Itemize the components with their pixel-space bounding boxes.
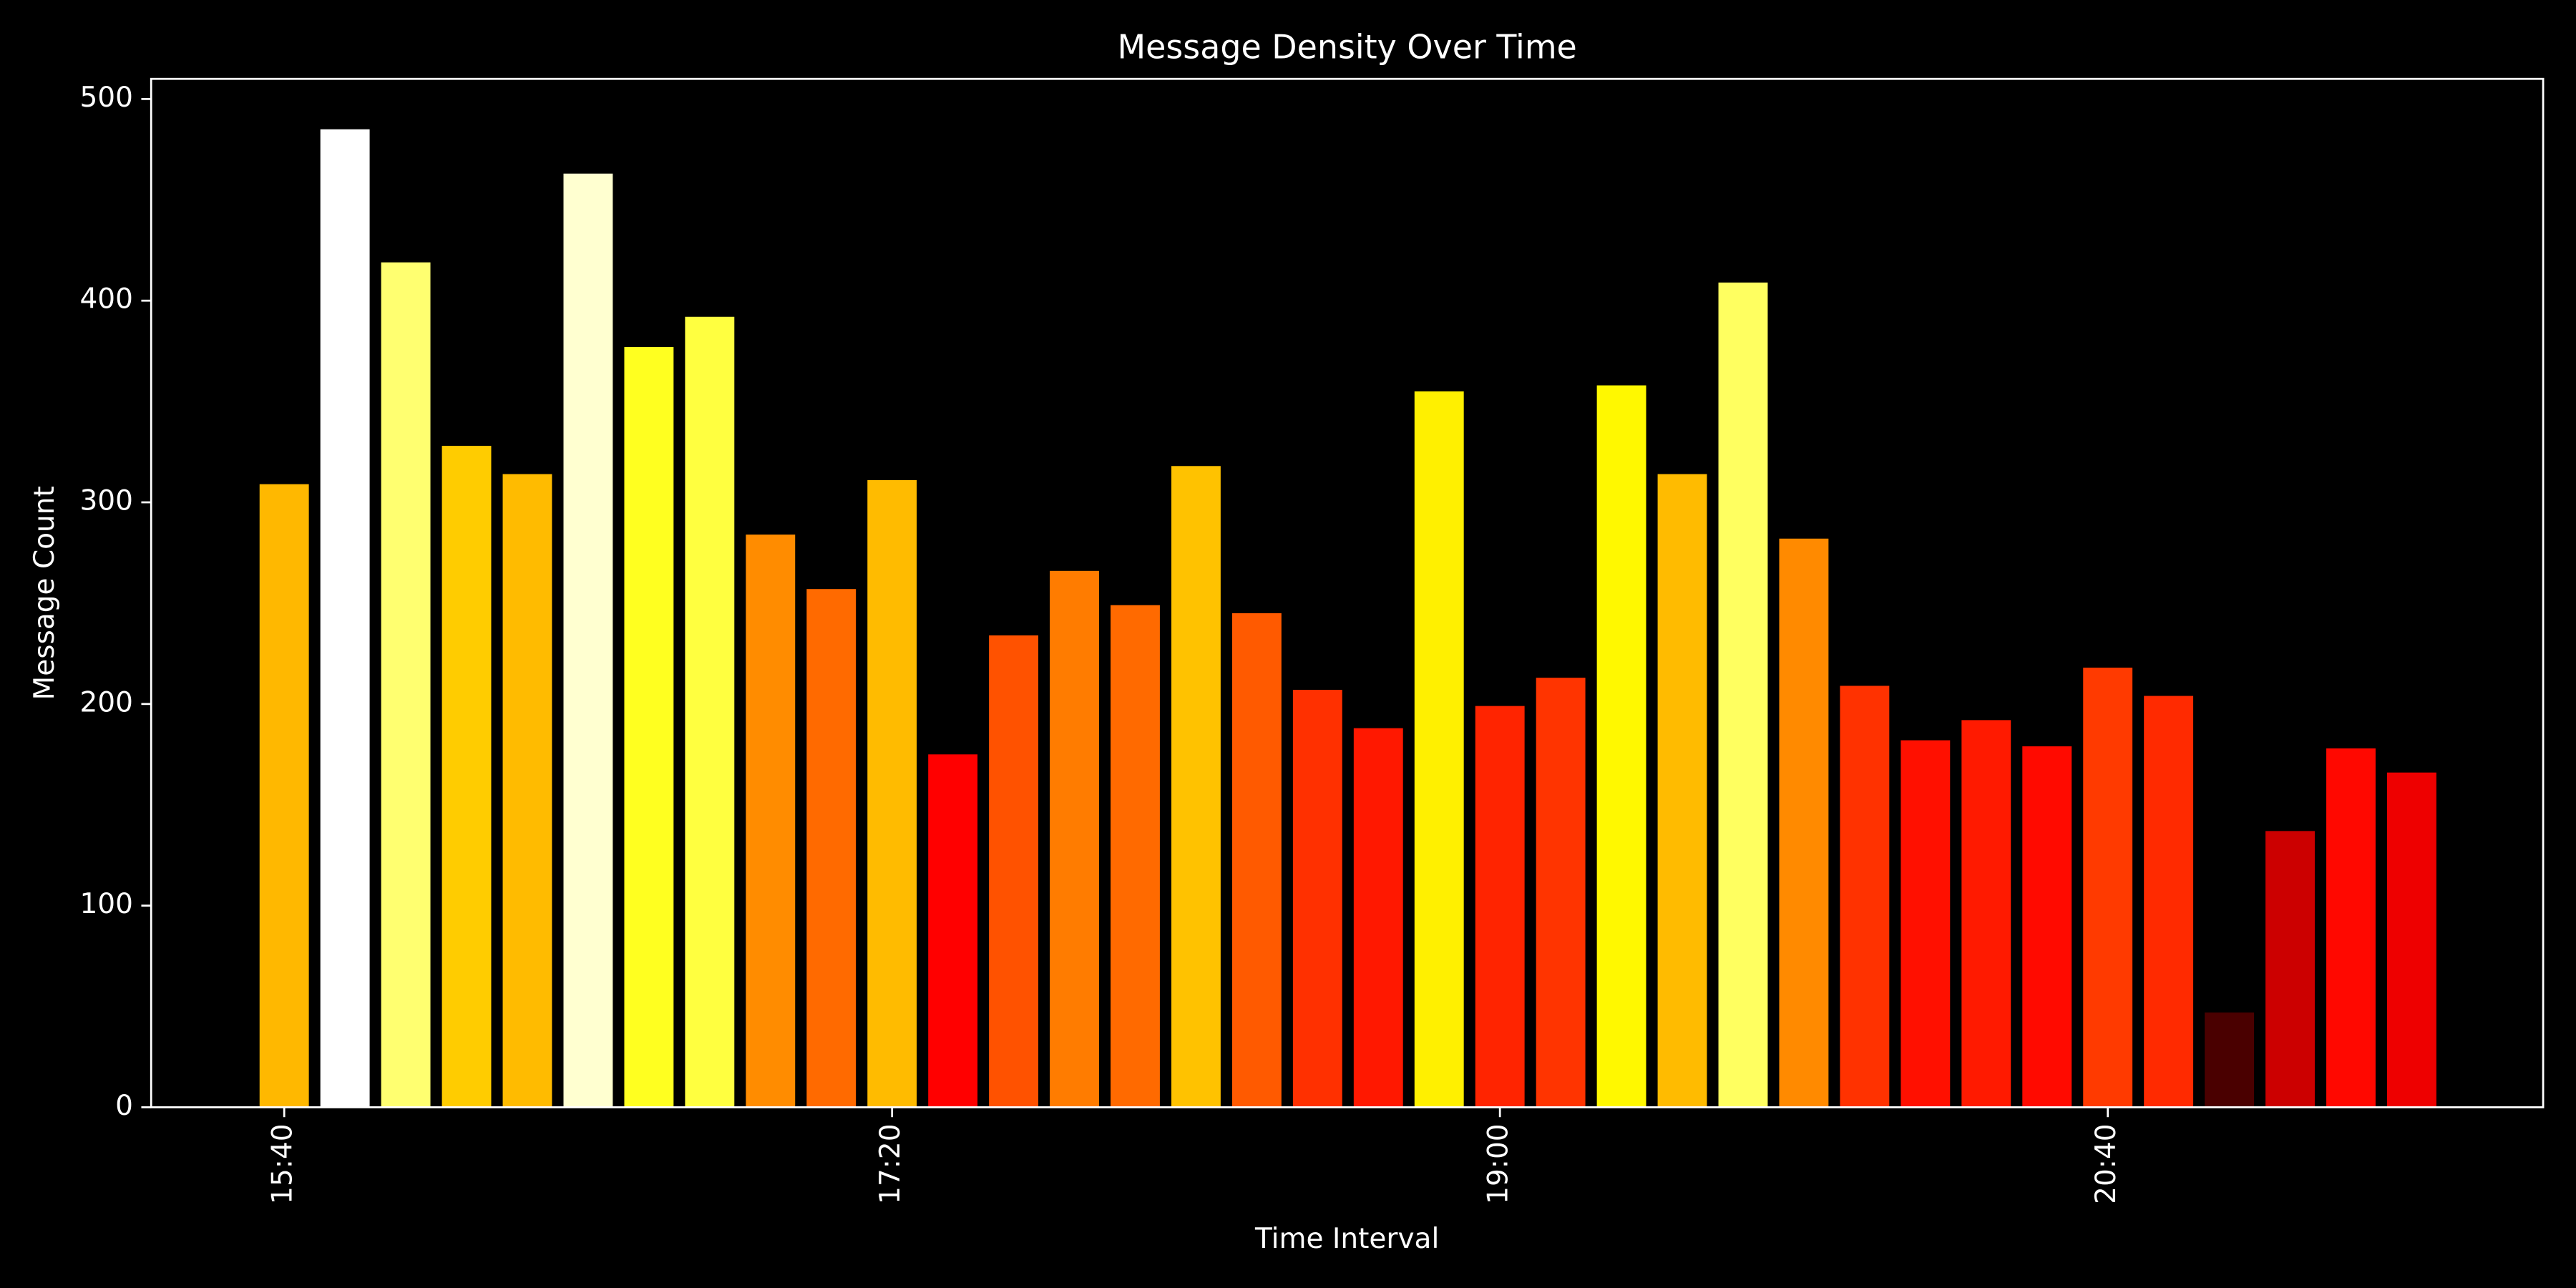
bar xyxy=(320,129,370,1108)
bar xyxy=(563,173,613,1108)
bar xyxy=(502,474,552,1108)
y-tick-label: 300 xyxy=(79,485,132,517)
bar xyxy=(989,635,1039,1108)
bar xyxy=(2022,746,2072,1108)
bar xyxy=(1111,605,1160,1108)
bar xyxy=(1171,466,1221,1108)
bar xyxy=(806,589,857,1108)
y-axis-label: Message Count xyxy=(29,486,61,700)
bar xyxy=(1779,538,1829,1108)
bar xyxy=(1414,391,1464,1108)
bar xyxy=(1961,720,2011,1108)
bar xyxy=(1596,385,1646,1108)
bar xyxy=(928,754,978,1108)
bar xyxy=(441,446,492,1108)
bar xyxy=(2265,831,2315,1108)
bar xyxy=(381,262,431,1108)
bar xyxy=(1231,613,1282,1108)
bar xyxy=(1050,570,1099,1108)
bar xyxy=(1475,706,1525,1108)
y-tick-label: 400 xyxy=(79,283,132,316)
bar xyxy=(624,347,674,1108)
bar xyxy=(1292,690,1342,1108)
bar xyxy=(1718,282,1768,1108)
bar xyxy=(2144,696,2194,1108)
bar xyxy=(1657,474,1707,1108)
x-axis-label: Time Interval xyxy=(1254,1223,1439,1255)
bar xyxy=(1901,740,1951,1108)
bar xyxy=(2326,748,2376,1108)
y-tick-label: 0 xyxy=(115,1090,133,1122)
chart-title: Message Density Over Time xyxy=(1118,27,1577,66)
x-tick-label: 15:40 xyxy=(267,1123,299,1204)
bar xyxy=(746,535,796,1108)
y-tick-label: 100 xyxy=(79,888,132,920)
bar xyxy=(1353,728,1403,1108)
bar xyxy=(1536,678,1586,1108)
axes-frame xyxy=(150,77,2545,1108)
x-tick-label: 17:20 xyxy=(874,1123,907,1204)
bar xyxy=(2386,772,2436,1108)
bar xyxy=(685,316,735,1108)
x-tick-label: 20:40 xyxy=(2090,1123,2122,1204)
bar xyxy=(2083,668,2133,1108)
bar xyxy=(2205,1012,2254,1108)
y-tick-label: 500 xyxy=(79,82,132,114)
x-tick-label: 19:00 xyxy=(1483,1123,1515,1204)
y-tick-label: 200 xyxy=(79,686,132,718)
bar xyxy=(259,484,309,1108)
bar xyxy=(867,480,917,1108)
bar xyxy=(1840,686,1890,1108)
plot-area: 0 100 200 300 400 500 15:40 17:20 19:00 20:40 xyxy=(79,82,2436,1204)
